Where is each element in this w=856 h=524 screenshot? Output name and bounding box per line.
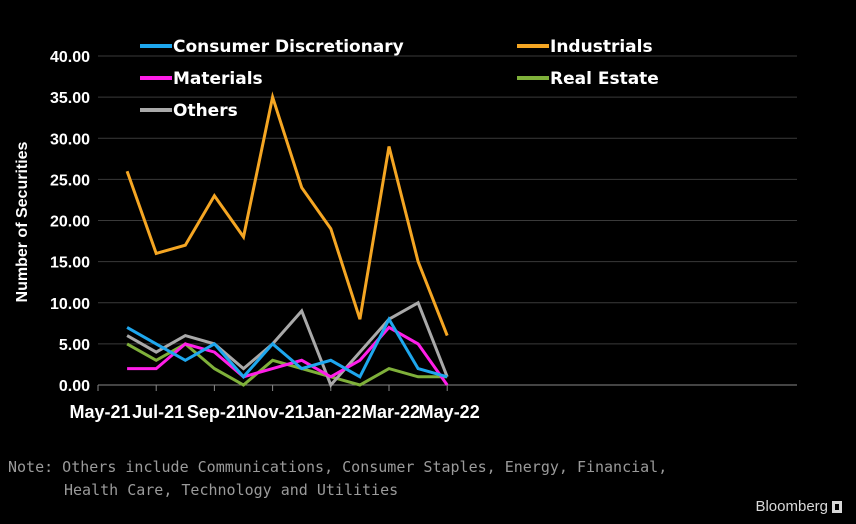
line-chart: 0.00 5.00 10.00 15.00 20.00 25.00 30.00 35.00 40… bbox=[14, 37, 797, 422]
x-tick-label: May-21 bbox=[69, 402, 130, 422]
y-tick-label: 20.00 bbox=[50, 214, 90, 231]
y-tick-label: 10.00 bbox=[50, 296, 90, 313]
x-tick-label: Sep-21 bbox=[187, 402, 246, 422]
x-tick-label: Nov-21 bbox=[245, 402, 305, 422]
x-tick-label: Mar-22 bbox=[362, 402, 420, 422]
y-tick-label: 40.00 bbox=[50, 49, 90, 66]
legend: Consumer Discretionary Industrials Materia… bbox=[140, 37, 659, 121]
series-line-industrials bbox=[125, 91, 449, 337]
series-line-others bbox=[126, 300, 449, 388]
bloomberg-logo: Bloomberg bbox=[755, 498, 842, 515]
y-axis-label: Number of Securities bbox=[14, 141, 31, 302]
y-tick-label: 25.00 bbox=[50, 172, 90, 189]
y-tick-label: 15.00 bbox=[50, 255, 90, 272]
legend-label-consumer-discretionary: Consumer Discretionary bbox=[173, 37, 404, 57]
series-line-consumer-discretionary bbox=[126, 316, 448, 380]
y-tick-label: 30.00 bbox=[50, 131, 90, 148]
x-tick-label: May-22 bbox=[419, 402, 480, 422]
legend-label-industrials: Industrials bbox=[550, 37, 653, 57]
legend-label-materials: Materials bbox=[173, 69, 263, 89]
brand-text: Bloomberg bbox=[755, 498, 828, 515]
y-tick-label: 5.00 bbox=[59, 337, 90, 354]
footnote-line-1: Note: Others include Communications, Con… bbox=[8, 458, 668, 476]
series-lines bbox=[125, 91, 449, 388]
footnote: Note: Others include Communications, Con… bbox=[8, 456, 768, 502]
x-tick-label: Jan-22 bbox=[304, 402, 361, 422]
x-tick-label: Jul-21 bbox=[132, 402, 184, 422]
y-tick-label: 0.00 bbox=[59, 378, 90, 395]
footnote-line-2: Health Care, Technology and Utilities bbox=[64, 481, 399, 499]
y-tick-label: 35.00 bbox=[50, 90, 90, 107]
legend-label-real-estate: Real Estate bbox=[550, 69, 659, 89]
legend-label-others: Others bbox=[173, 101, 238, 121]
bloomberg-terminal-icon bbox=[832, 500, 842, 513]
y-axis-ticks: 0.00 5.00 10.00 15.00 20.00 25.00 30.00 35.00 40… bbox=[50, 49, 90, 395]
